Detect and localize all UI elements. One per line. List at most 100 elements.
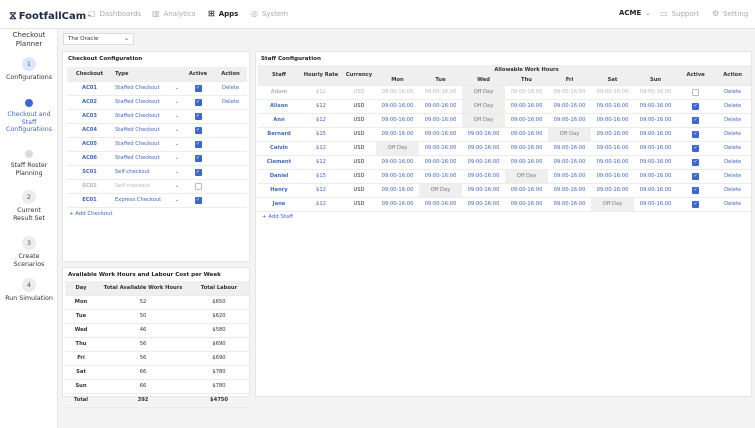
checkout-delete-link[interactable]	[214, 193, 247, 208]
staff-delete-link[interactable]: Delete	[714, 113, 752, 128]
active-checkbox[interactable]: ✓	[194, 112, 202, 120]
active-checkbox[interactable]	[194, 182, 202, 190]
checkout-type-select[interactable]: Express Checkout ⌄	[112, 193, 182, 208]
checkout-id[interactable]: SC01	[67, 165, 112, 180]
staff-rate[interactable]: $12	[300, 183, 342, 198]
staff-delete-link[interactable]: Delete	[714, 183, 752, 198]
work-hours-cell[interactable]: 09:00-16:00	[505, 183, 548, 198]
nav-apps[interactable]: ⊞ Apps	[208, 9, 238, 18]
step-checkout-staff[interactable]: Checkout and Staff Configurations	[0, 99, 58, 134]
work-hours-cell[interactable]: 09:00-16:00	[634, 183, 678, 198]
work-hours-cell[interactable]: 09:00-16:00	[376, 127, 419, 142]
staff-name[interactable]: Adam	[258, 85, 300, 100]
active-checkbox[interactable]	[692, 88, 700, 96]
checkout-type-select[interactable]: Staffed Checkout ⌄	[112, 95, 182, 110]
work-hours-cell[interactable]: 09:00-16:00	[505, 113, 548, 128]
staff-name[interactable]: Jane	[258, 197, 300, 212]
staff-rate[interactable]: $12	[300, 85, 342, 100]
staff-rate[interactable]: $15	[300, 169, 342, 184]
work-hours-cell[interactable]: 09:00-16:00	[419, 155, 462, 170]
checkout-type-select[interactable]: Self-checkout ⌄	[112, 179, 182, 194]
work-hours-cell[interactable]: 09:00-16:00	[591, 113, 634, 128]
checkout-id[interactable]: AC06	[67, 151, 112, 166]
staff-rate[interactable]: $12	[300, 99, 342, 114]
add-checkout-link[interactable]: + Add Checkout	[69, 211, 113, 217]
checkout-id[interactable]: SC02	[67, 179, 112, 194]
step-configurations[interactable]: 1 Configurations	[0, 57, 58, 82]
active-checkbox[interactable]: ✓	[692, 186, 700, 194]
nav-system[interactable]: ◎ System	[251, 9, 288, 18]
off-day-cell[interactable]: Off Day	[462, 113, 505, 128]
work-hours-cell[interactable]: 09:00-16:00	[548, 141, 591, 156]
work-hours-cell[interactable]: 09:00-16:00	[591, 85, 634, 100]
setting-link[interactable]: ⚙ Setting	[712, 9, 748, 18]
checkout-type-select[interactable]: Staffed Checkout ⌄	[112, 81, 182, 96]
active-checkbox[interactable]: ✓	[194, 168, 202, 176]
work-hours-cell[interactable]: 09:00-16:00	[634, 113, 678, 128]
work-hours-cell[interactable]: 09:00-16:00	[376, 85, 419, 100]
work-hours-cell[interactable]: 09:00-16:00	[505, 85, 548, 100]
work-hours-cell[interactable]: 09:00-16:00	[376, 183, 419, 198]
work-hours-cell[interactable]: 09:00-16:00	[376, 113, 419, 128]
staff-delete-link[interactable]: Delete	[714, 155, 752, 170]
off-day-cell[interactable]: Off Day	[419, 183, 462, 198]
work-hours-cell[interactable]: 09:00-16:00	[634, 141, 678, 156]
checkout-type-select[interactable]: Staffed Checkout ⌄	[112, 123, 182, 138]
checkout-id[interactable]: AC05	[67, 137, 112, 152]
staff-delete-link[interactable]: Delete	[714, 85, 752, 100]
checkout-delete-link[interactable]: Delete	[214, 95, 247, 110]
work-hours-cell[interactable]: 09:00-16:00	[505, 155, 548, 170]
work-hours-cell[interactable]: 09:00-16:00	[634, 169, 678, 184]
work-hours-cell[interactable]: 09:00-16:00	[376, 169, 419, 184]
off-day-cell[interactable]: Off Day	[376, 141, 419, 156]
nav-analytics[interactable]: ▥ Analytics	[152, 9, 195, 18]
work-hours-cell[interactable]: 09:00-16:00	[505, 99, 548, 114]
work-hours-cell[interactable]: 09:00-16:00	[505, 197, 548, 212]
org-selector[interactable]: ACME ⌄	[619, 9, 650, 17]
staff-rate[interactable]: $12	[300, 141, 342, 156]
work-hours-cell[interactable]: 09:00-16:00	[634, 99, 678, 114]
checkout-delete-link[interactable]	[214, 137, 247, 152]
work-hours-cell[interactable]: 09:00-16:00	[376, 99, 419, 114]
work-hours-cell[interactable]: 09:00-16:00	[548, 183, 591, 198]
logo[interactable]: ⧖ FootfallCam ™	[9, 9, 91, 23]
staff-name[interactable]: Bernard	[258, 127, 300, 142]
checkout-delete-link[interactable]	[214, 179, 247, 194]
active-checkbox[interactable]: ✓	[692, 200, 700, 208]
step-create-scenarios[interactable]: 3 Create Scenarios	[0, 236, 58, 268]
active-checkbox[interactable]: ✓	[692, 116, 700, 124]
active-checkbox[interactable]: ✓	[692, 172, 700, 180]
active-checkbox[interactable]: ✓	[692, 130, 700, 138]
checkout-type-select[interactable]: Staffed Checkout ⌄	[112, 151, 182, 166]
work-hours-cell[interactable]: 09:00-16:00	[505, 141, 548, 156]
work-hours-cell[interactable]: 09:00-16:00	[634, 155, 678, 170]
work-hours-cell[interactable]: 09:00-16:00	[462, 197, 505, 212]
off-day-cell[interactable]: Off Day	[462, 85, 505, 100]
active-checkbox[interactable]: ✓	[194, 84, 202, 92]
work-hours-cell[interactable]: 09:00-16:00	[548, 155, 591, 170]
checkout-type-select[interactable]: Self-checkout ⌄	[112, 165, 182, 180]
work-hours-cell[interactable]: 09:00-16:00	[462, 127, 505, 142]
staff-delete-link[interactable]: Delete	[714, 197, 752, 212]
checkout-delete-link[interactable]	[214, 165, 247, 180]
staff-name[interactable]: Ann	[258, 113, 300, 128]
work-hours-cell[interactable]: 09:00-16:00	[548, 113, 591, 128]
work-hours-cell[interactable]: 09:00-16:00	[591, 155, 634, 170]
checkout-type-select[interactable]: Staffed Checkout ⌄	[112, 137, 182, 152]
work-hours-cell[interactable]: 09:00-16:00	[634, 127, 678, 142]
active-checkbox[interactable]: ✓	[692, 144, 700, 152]
work-hours-cell[interactable]: 09:00-16:00	[419, 197, 462, 212]
work-hours-cell[interactable]: 09:00-16:00	[462, 141, 505, 156]
add-staff-link[interactable]: + Add Staff	[262, 214, 293, 220]
checkout-delete-link[interactable]: Delete	[214, 81, 247, 96]
work-hours-cell[interactable]: 09:00-16:00	[462, 155, 505, 170]
work-hours-cell[interactable]: 09:00-16:00	[548, 169, 591, 184]
checkout-id[interactable]: AC01	[67, 81, 112, 96]
work-hours-cell[interactable]: 09:00-16:00	[548, 99, 591, 114]
off-day-cell[interactable]: Off Day	[548, 127, 591, 142]
support-link[interactable]: ▭ Support	[660, 9, 699, 18]
active-checkbox[interactable]: ✓	[194, 140, 202, 148]
work-hours-cell[interactable]: 09:00-16:00	[591, 141, 634, 156]
work-hours-cell[interactable]: 09:00-16:00	[419, 113, 462, 128]
work-hours-cell[interactable]: 09:00-16:00	[548, 85, 591, 100]
